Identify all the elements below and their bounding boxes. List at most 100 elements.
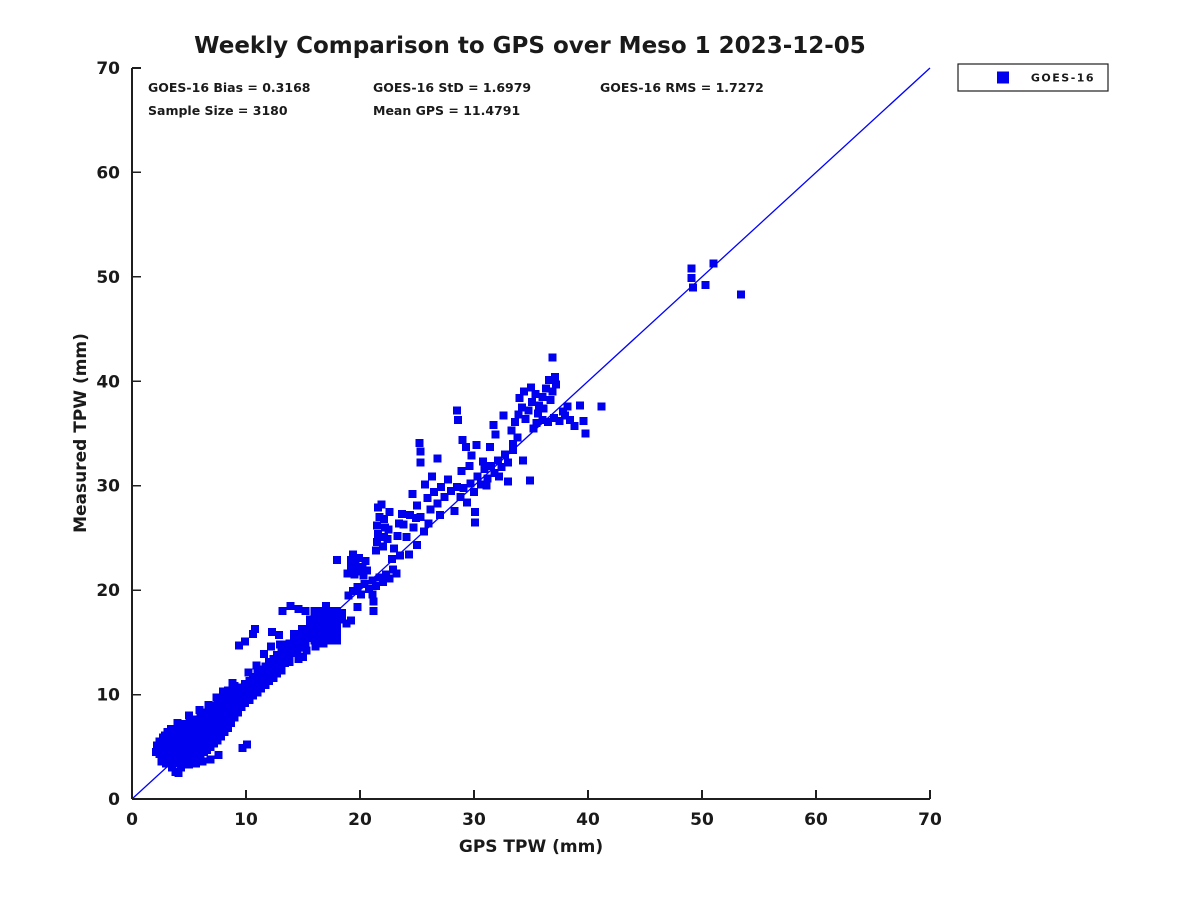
scatter-point <box>459 483 468 492</box>
scatter-point <box>280 652 289 661</box>
scatter-point <box>286 601 295 610</box>
scatter-point <box>688 283 697 292</box>
scatter-point <box>467 451 476 460</box>
scatter-point <box>427 472 436 481</box>
scatter-point <box>565 415 574 424</box>
scatter-point <box>373 521 382 530</box>
scatter-point <box>248 672 257 681</box>
scatter-point <box>280 659 289 668</box>
scatter-point <box>371 581 380 590</box>
scatter-point <box>433 499 442 508</box>
x-tick-label: 60 <box>804 810 828 830</box>
scatter-point <box>333 607 342 616</box>
scatter-point <box>230 713 239 722</box>
scatter-point <box>406 510 415 519</box>
stat-mean-gps: Mean GPS = 11.4791 <box>373 103 520 118</box>
scatter-point <box>228 679 237 688</box>
scatter-point <box>256 671 265 680</box>
scatter-point <box>166 725 175 734</box>
scatter-point <box>245 695 254 704</box>
scatter-point <box>390 544 399 553</box>
y-tick-label: 50 <box>96 268 120 288</box>
scatter-point <box>393 531 402 540</box>
scatter-point <box>389 565 398 574</box>
scatter-point <box>470 487 478 496</box>
scatter-point <box>387 554 396 563</box>
scatter-point <box>256 678 265 687</box>
scatter-point <box>301 624 310 633</box>
scatter-point <box>314 636 323 645</box>
scatter-point <box>524 406 533 415</box>
scatter-point <box>214 751 223 760</box>
scatter-point <box>354 553 363 562</box>
scatter-point <box>244 668 253 677</box>
scatter-point <box>473 472 482 481</box>
scatter-point <box>227 718 236 727</box>
scatter-point <box>346 555 355 564</box>
scatter-point <box>561 411 570 420</box>
scatter-point <box>240 686 249 695</box>
scatter-point <box>482 481 491 490</box>
scatter-point <box>521 414 530 423</box>
scatter-point <box>301 637 310 646</box>
scatter-point <box>359 571 368 580</box>
y-tick-label: 40 <box>96 372 120 392</box>
scatter-point <box>369 607 378 616</box>
scatter-point <box>272 663 281 672</box>
scatter-point <box>394 519 403 528</box>
scatter-point <box>294 604 303 613</box>
scatter-point <box>256 665 265 674</box>
scatter-point <box>487 461 496 470</box>
scatter-point <box>206 755 215 764</box>
scatter-point <box>212 693 221 702</box>
scatter-point <box>552 380 561 389</box>
scatter-point <box>368 590 377 599</box>
scatter-point <box>349 587 358 596</box>
scatter-point <box>548 387 557 396</box>
scatter-point <box>328 621 337 630</box>
scatter-point <box>416 458 425 467</box>
scatter-point <box>310 614 319 623</box>
scatter-point <box>350 570 359 579</box>
scatter-point <box>314 621 323 630</box>
scatter-point <box>237 703 246 712</box>
scatter-point <box>395 551 404 560</box>
y-tick-label: 20 <box>96 581 120 601</box>
scatter-point <box>402 532 411 541</box>
scatter-point <box>240 637 249 646</box>
scatter-point <box>529 424 538 433</box>
scatter-point <box>579 416 588 425</box>
scatter-point <box>277 666 286 675</box>
scatter-point <box>235 641 244 650</box>
scatter-point <box>219 687 228 696</box>
scatter-point <box>465 461 474 470</box>
scatter-point <box>534 401 543 410</box>
scatter-point <box>261 681 270 690</box>
scatter-point <box>314 614 323 623</box>
scatter-point <box>383 534 392 543</box>
scatter-point <box>515 393 524 402</box>
scatter-point <box>195 706 204 715</box>
scatter-point <box>413 541 421 550</box>
scatter-point <box>709 259 718 268</box>
scatter-point <box>311 642 320 651</box>
scatter-point <box>531 389 540 398</box>
scatter-point <box>480 465 489 474</box>
scatter-point <box>528 398 537 407</box>
scatter-point <box>264 658 273 667</box>
scatter-point <box>328 636 337 645</box>
scatter-point <box>353 583 362 592</box>
scatter-point <box>204 701 213 710</box>
scatter-point <box>513 433 522 442</box>
scatter-point <box>377 500 386 509</box>
scatter-point <box>545 376 554 385</box>
scatter-point <box>319 621 328 630</box>
scatter-point <box>597 402 606 411</box>
y-tick-label: 60 <box>96 163 120 183</box>
scatter-point <box>272 657 281 666</box>
scatter-point <box>443 475 452 484</box>
x-tick-label: 30 <box>462 810 486 830</box>
scatter-point <box>466 479 475 488</box>
scatter-point <box>532 419 541 428</box>
scatter-point <box>252 661 261 670</box>
